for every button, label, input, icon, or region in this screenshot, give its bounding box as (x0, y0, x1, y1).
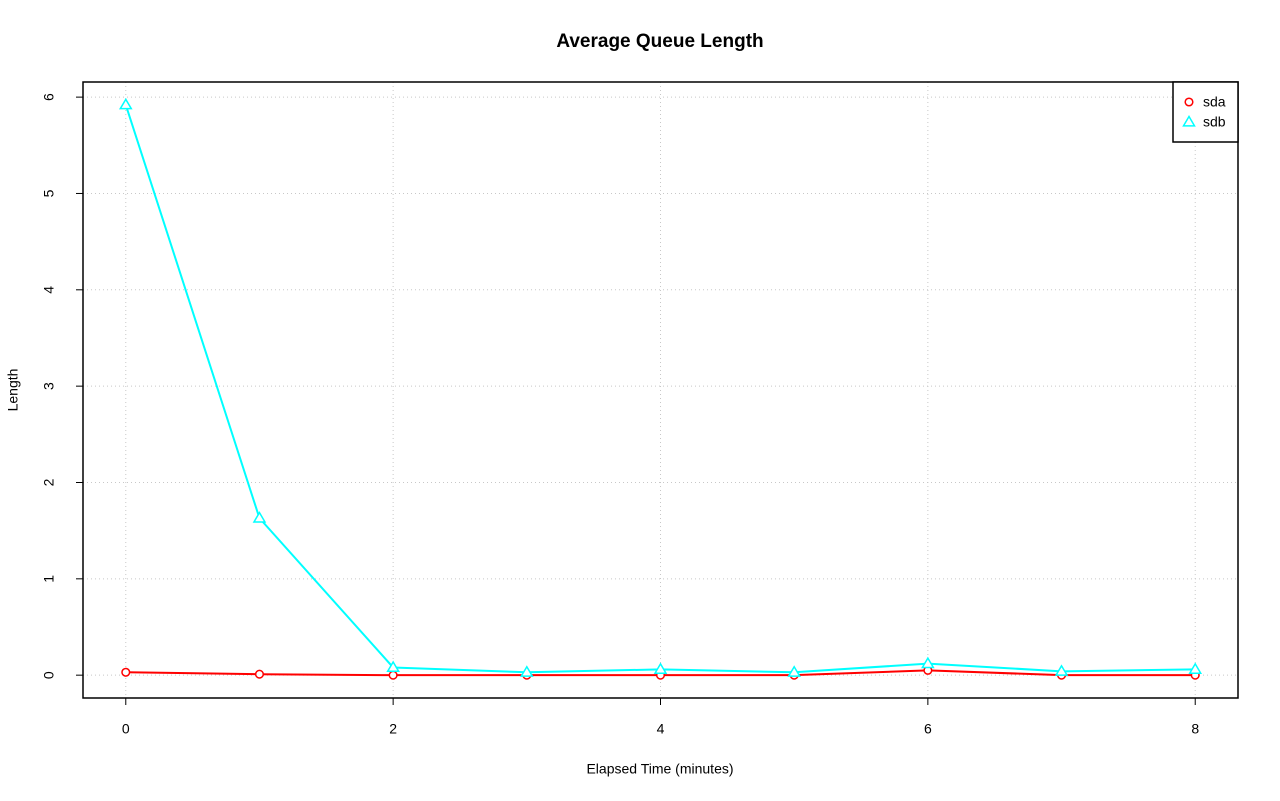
x-tick-label: 4 (657, 721, 665, 737)
x-tick-label: 0 (122, 721, 130, 737)
y-tick-label: 4 (41, 286, 57, 294)
legend-marker (1184, 97, 1194, 107)
point (520, 665, 534, 677)
series-line (124, 104, 1196, 674)
y-axis-label: Length (5, 369, 21, 412)
point (1054, 664, 1069, 676)
legend-marker (1182, 115, 1196, 127)
x-axis-label: Elapsed Time (minutes) (586, 761, 733, 777)
point (118, 97, 133, 110)
legend-label: sdb (1203, 114, 1226, 130)
point (653, 662, 668, 674)
legend-box (1172, 81, 1239, 143)
x-tick-label: 6 (924, 721, 932, 737)
legend-label: sda (1203, 94, 1226, 110)
y-tick-label: 1 (41, 575, 57, 583)
point (121, 667, 131, 677)
point (921, 656, 935, 669)
point (388, 670, 398, 680)
y-tick-label: 0 (41, 671, 57, 679)
y-tick-label: 6 (41, 93, 57, 101)
y-tick-label: 2 (41, 478, 57, 486)
chart-title: Average Queue Length (556, 31, 763, 52)
point (254, 669, 265, 679)
y-tick-label: 5 (41, 189, 57, 197)
x-tick-label: 2 (389, 721, 397, 737)
point (787, 665, 801, 677)
point (386, 660, 400, 673)
point (252, 511, 267, 523)
plot-frame (82, 81, 1239, 699)
y-tick-label: 3 (41, 382, 57, 390)
point (1188, 662, 1203, 674)
x-tick-label: 8 (1191, 721, 1199, 737)
